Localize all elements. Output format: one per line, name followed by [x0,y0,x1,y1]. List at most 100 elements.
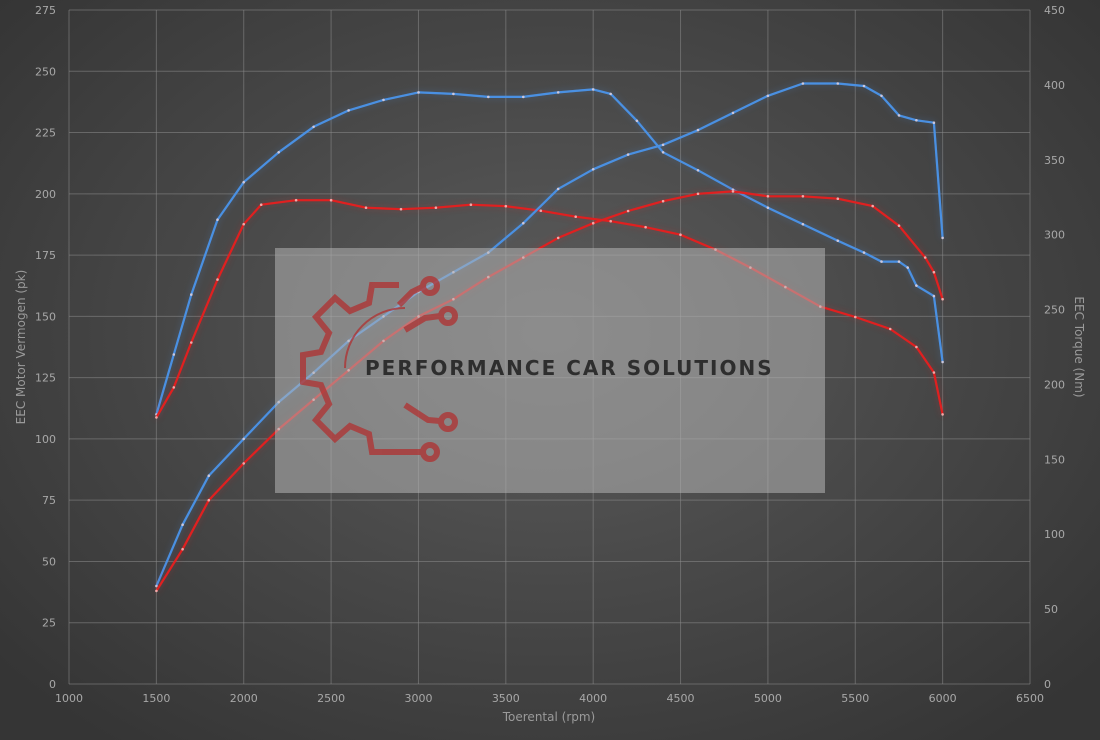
data-point [941,413,944,416]
y-tick-label-left: 275 [35,4,56,17]
data-point [216,278,219,281]
y-tick-label-left: 150 [35,310,56,323]
data-point [556,187,560,191]
data-point [932,371,936,374]
data-point [190,293,193,296]
data-point [941,297,944,301]
y-axis-title-right: EEC Torque (Nm) [1072,296,1086,397]
brand-name: PERFORMANCE CAR SOLUTIONS [365,356,774,380]
data-point [190,341,193,344]
data-point [312,125,315,129]
y-tick-label-left: 225 [35,127,56,140]
y-tick-label-right: 350 [1044,154,1065,167]
data-point [915,345,918,349]
data-point [452,92,455,96]
x-tick-label: 6000 [929,692,957,705]
data-point [906,266,909,269]
data-point [609,219,612,223]
data-point [897,224,901,227]
data-point [172,353,176,356]
data-point [696,128,700,132]
x-tick-label: 1500 [142,692,170,705]
data-point [329,198,333,202]
data-point [242,180,245,184]
data-point [766,94,770,98]
data-point [434,206,438,209]
data-point [941,360,944,364]
y-tick-label-right: 400 [1044,79,1065,92]
data-point [364,206,368,209]
y-tick-label-left: 75 [42,494,56,507]
data-point [923,256,927,259]
data-point [661,151,665,154]
data-point [277,151,281,154]
data-point [522,221,525,225]
x-tick-label: 5500 [841,692,869,705]
data-point [469,203,473,206]
data-point [836,197,840,200]
data-point [679,233,682,236]
y-tick-label-right: 100 [1044,528,1065,541]
data-point [731,111,735,115]
data-point [897,260,901,263]
data-point [242,462,245,465]
y-tick-label-right: 150 [1044,453,1065,466]
series-line-1 [155,88,944,416]
data-point [836,82,840,85]
data-point [591,221,595,225]
y-tick-label-left: 175 [35,249,56,262]
data-point [155,416,158,419]
data-point [941,236,944,240]
y-tick-label-left: 250 [35,65,56,78]
x-tick-label: 5000 [754,692,782,705]
data-point [696,192,700,196]
watermark-panel [275,248,825,493]
data-point [766,206,770,209]
data-point [382,98,385,102]
data-point [242,222,245,226]
data-point [644,225,647,229]
data-point [207,498,211,502]
series-layer [155,82,944,593]
data-point [591,168,595,171]
y-tick-label-right: 250 [1044,304,1065,317]
x-tick-label: 1000 [55,692,83,705]
data-point [932,121,936,124]
data-point [216,218,219,221]
data-point [347,109,350,112]
data-point [609,92,612,96]
data-point [207,474,211,478]
y-tick-label-left: 125 [35,372,56,385]
y-tick-label-right: 300 [1044,229,1065,242]
data-point [871,204,874,208]
gear-circuit-logo [300,276,458,462]
data-point [854,315,857,319]
y-tick-label-left: 200 [35,188,56,201]
data-point [522,95,525,99]
data-point [766,195,770,198]
data-point [242,437,245,441]
data-point [504,204,508,208]
data-point [862,251,866,254]
data-point [487,95,490,99]
data-point [897,114,901,117]
data-point [801,195,805,198]
y-tick-label-right: 200 [1044,378,1065,391]
y-tick-label-right: 0 [1044,678,1051,691]
data-point [155,584,158,588]
y-tick-label-left: 100 [35,433,56,446]
data-point [556,91,560,94]
data-point [155,589,158,593]
data-point [591,88,595,91]
data-point [181,523,184,526]
y-tick-label-right: 50 [1044,603,1058,616]
data-point [880,94,883,98]
x-tick-label: 2000 [230,692,258,705]
y-tick-label-left: 25 [42,617,56,630]
data-point [836,239,840,242]
data-point [574,215,577,218]
data-point [696,169,700,172]
data-point [399,207,403,211]
